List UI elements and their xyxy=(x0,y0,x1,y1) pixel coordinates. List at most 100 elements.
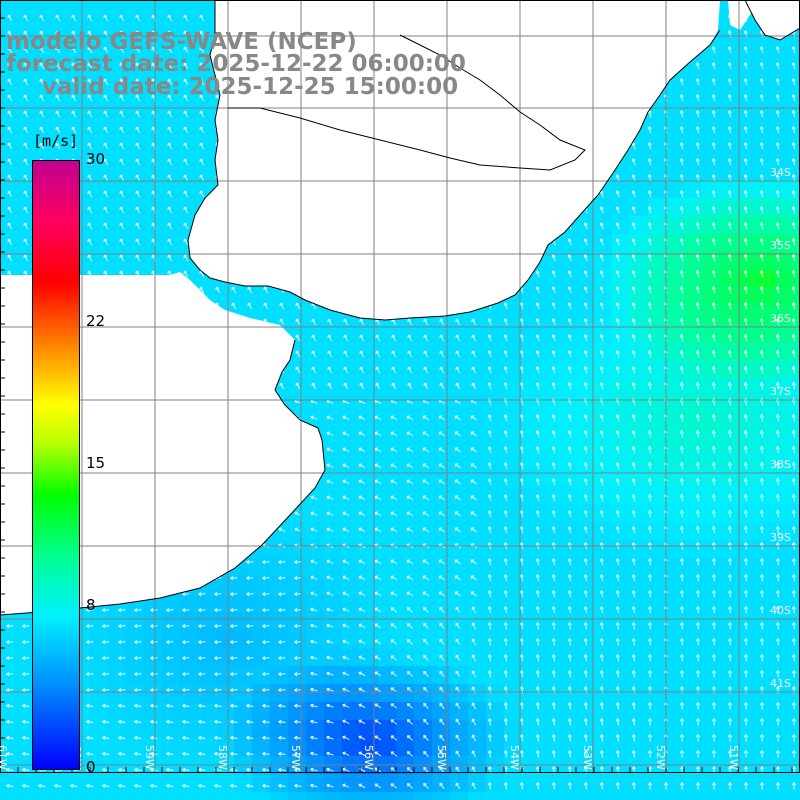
wind-arrow xyxy=(599,718,604,726)
wind-arrow xyxy=(39,62,45,70)
wind-arrow xyxy=(567,574,572,582)
field-cell xyxy=(126,126,145,145)
field-cell xyxy=(594,558,613,577)
wind-arrow xyxy=(535,318,540,326)
field-cell xyxy=(648,630,667,649)
wind-arrow xyxy=(183,94,189,102)
wind-arrow xyxy=(679,590,684,598)
field-cell xyxy=(720,522,739,541)
field-cell xyxy=(288,684,307,703)
wind-arrow xyxy=(375,334,381,342)
wind-arrow xyxy=(487,574,492,582)
field-cell xyxy=(612,180,631,199)
legend-unit: [m/s] xyxy=(33,132,79,150)
wind-arrow xyxy=(374,479,382,485)
wind-arrow xyxy=(551,446,556,454)
wind-arrow xyxy=(583,382,588,390)
field-cell xyxy=(702,72,721,91)
wind-arrow xyxy=(135,206,141,214)
wind-arrow xyxy=(759,702,764,710)
field-cell xyxy=(144,180,163,199)
wind-arrow xyxy=(87,14,93,22)
wind-arrow xyxy=(775,654,780,662)
wind-arrow xyxy=(631,782,636,790)
wind-arrow xyxy=(759,590,764,598)
wind-arrow xyxy=(247,302,253,310)
wind-arrow xyxy=(471,734,476,742)
wind-arrow xyxy=(599,510,604,518)
wind-arrow xyxy=(743,606,748,614)
wind-arrow xyxy=(455,334,461,342)
field-cell xyxy=(162,0,181,19)
longitude-label: 59W xyxy=(143,745,156,770)
wind-arrow xyxy=(791,718,796,726)
field-cell xyxy=(198,630,217,649)
wind-arrow xyxy=(102,751,110,756)
wind-arrow xyxy=(374,527,382,533)
field-cell xyxy=(180,684,199,703)
wind-arrow xyxy=(727,446,732,454)
wind-arrow xyxy=(214,719,222,724)
field-cell xyxy=(630,162,649,181)
wind-arrow xyxy=(103,110,109,118)
wind-arrow xyxy=(119,62,125,70)
field-cell xyxy=(792,36,800,55)
wind-arrow xyxy=(583,590,588,598)
field-cell xyxy=(342,630,361,649)
field-cell xyxy=(432,666,451,685)
field-cell xyxy=(738,648,757,667)
wind-arrow xyxy=(455,366,461,374)
wind-arrow xyxy=(231,286,237,294)
field-cell xyxy=(648,504,667,523)
wind-arrow xyxy=(631,430,636,438)
wind-arrow xyxy=(695,382,700,390)
field-cell xyxy=(756,702,775,721)
land-brazil xyxy=(745,0,800,40)
wind-arrow xyxy=(583,734,588,742)
wind-arrow xyxy=(743,638,748,646)
field-cell xyxy=(648,486,667,505)
wind-arrow xyxy=(455,350,461,358)
wind-arrow xyxy=(791,222,796,230)
field-cell xyxy=(306,342,325,361)
field-cell xyxy=(126,144,145,163)
wind-arrow xyxy=(326,495,334,500)
wind-arrow xyxy=(615,702,620,710)
field-cell xyxy=(720,414,739,433)
wind-arrow xyxy=(791,590,796,598)
wind-arrow xyxy=(567,446,572,454)
wind-arrow xyxy=(182,608,190,613)
field-cell xyxy=(432,720,451,739)
wind-arrow xyxy=(422,495,430,501)
field-cell xyxy=(216,648,235,667)
wind-arrow xyxy=(647,494,652,502)
wind-arrow xyxy=(406,415,414,421)
wind-arrow xyxy=(583,350,588,358)
wind-arrow xyxy=(551,478,556,486)
wind-arrow xyxy=(759,238,764,246)
wind-arrow xyxy=(695,238,700,246)
wind-arrow xyxy=(583,302,588,310)
wind-arrow xyxy=(246,719,254,724)
field-cell xyxy=(702,558,721,577)
field-cell xyxy=(666,270,685,289)
field-cell xyxy=(144,648,163,667)
field-cell xyxy=(612,522,631,541)
field-cell xyxy=(666,522,685,541)
wind-arrow xyxy=(198,672,206,677)
wind-arrow xyxy=(599,590,604,598)
wind-arrow xyxy=(743,350,748,358)
wind-arrow xyxy=(358,719,366,725)
field-cell xyxy=(756,414,775,433)
wind-arrow xyxy=(743,590,748,598)
wind-arrow xyxy=(454,559,462,565)
wind-arrow xyxy=(23,174,29,182)
wind-arrow xyxy=(278,703,286,708)
wind-arrow xyxy=(87,78,93,86)
wind-arrow xyxy=(294,656,302,661)
wind-arrow xyxy=(759,622,764,630)
wind-arrow xyxy=(695,174,700,182)
wind-arrow xyxy=(134,624,142,629)
wind-arrow xyxy=(775,670,780,678)
field-cell xyxy=(144,702,163,721)
